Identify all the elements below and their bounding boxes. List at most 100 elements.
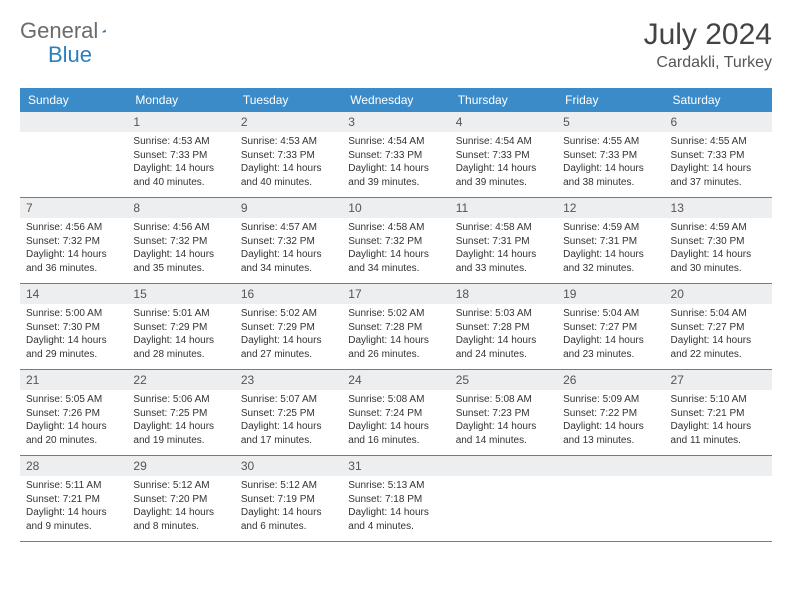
- sunrise-line: Sunrise: 4:55 AM: [671, 136, 747, 147]
- sunrise-line: Sunrise: 5:01 AM: [133, 308, 209, 319]
- daylight-line: Daylight: 14 hours and 27 minutes.: [241, 335, 322, 360]
- weekday-header: Saturday: [665, 88, 772, 112]
- day-number: 7: [20, 198, 127, 218]
- day-number: 13: [665, 198, 772, 218]
- weekday-header: Thursday: [450, 88, 557, 112]
- day-body: Sunrise: 4:59 AMSunset: 7:31 PMDaylight:…: [557, 218, 664, 283]
- calendar-cell: 12Sunrise: 4:59 AMSunset: 7:31 PMDayligh…: [557, 198, 664, 284]
- weekday-header: Wednesday: [342, 88, 449, 112]
- day-body: Sunrise: 5:10 AMSunset: 7:21 PMDaylight:…: [665, 390, 772, 455]
- calendar-cell: 20Sunrise: 5:04 AMSunset: 7:27 PMDayligh…: [665, 284, 772, 370]
- sunrise-line: Sunrise: 5:07 AM: [241, 394, 317, 405]
- calendar-cell: 2Sunrise: 4:53 AMSunset: 7:33 PMDaylight…: [235, 112, 342, 198]
- sunset-line: Sunset: 7:25 PM: [133, 408, 207, 419]
- day-body: Sunrise: 5:08 AMSunset: 7:24 PMDaylight:…: [342, 390, 449, 455]
- weekday-header-row: Sunday Monday Tuesday Wednesday Thursday…: [20, 88, 772, 112]
- calendar-cell: 1Sunrise: 4:53 AMSunset: 7:33 PMDaylight…: [127, 112, 234, 198]
- calendar-cell: 17Sunrise: 5:02 AMSunset: 7:28 PMDayligh…: [342, 284, 449, 370]
- calendar-week-row: 21Sunrise: 5:05 AMSunset: 7:26 PMDayligh…: [20, 370, 772, 456]
- calendar-cell: 19Sunrise: 5:04 AMSunset: 7:27 PMDayligh…: [557, 284, 664, 370]
- sunset-line: Sunset: 7:32 PM: [26, 236, 100, 247]
- daylight-line: Daylight: 14 hours and 38 minutes.: [563, 163, 644, 188]
- location: Cardakli, Turkey: [644, 54, 772, 72]
- calendar-week-row: 28Sunrise: 5:11 AMSunset: 7:21 PMDayligh…: [20, 456, 772, 542]
- weekday-header: Friday: [557, 88, 664, 112]
- day-body: Sunrise: 4:58 AMSunset: 7:32 PMDaylight:…: [342, 218, 449, 283]
- day-body: Sunrise: 4:55 AMSunset: 7:33 PMDaylight:…: [665, 132, 772, 197]
- day-number: 5: [557, 112, 664, 132]
- day-body: Sunrise: 5:13 AMSunset: 7:18 PMDaylight:…: [342, 476, 449, 541]
- sunset-line: Sunset: 7:20 PM: [133, 494, 207, 505]
- day-body: Sunrise: 5:06 AMSunset: 7:25 PMDaylight:…: [127, 390, 234, 455]
- day-number: 16: [235, 284, 342, 304]
- sunset-line: Sunset: 7:27 PM: [671, 322, 745, 333]
- calendar-cell: 7Sunrise: 4:56 AMSunset: 7:32 PMDaylight…: [20, 198, 127, 284]
- day-number: 6: [665, 112, 772, 132]
- sunrise-line: Sunrise: 4:58 AM: [456, 222, 532, 233]
- day-number-empty: [665, 456, 772, 476]
- day-body: Sunrise: 5:08 AMSunset: 7:23 PMDaylight:…: [450, 390, 557, 455]
- sunset-line: Sunset: 7:30 PM: [26, 322, 100, 333]
- daylight-line: Daylight: 14 hours and 9 minutes.: [26, 507, 107, 532]
- sunrise-line: Sunrise: 4:56 AM: [133, 222, 209, 233]
- calendar-cell: 23Sunrise: 5:07 AMSunset: 7:25 PMDayligh…: [235, 370, 342, 456]
- day-body: Sunrise: 5:07 AMSunset: 7:25 PMDaylight:…: [235, 390, 342, 455]
- calendar-cell: 9Sunrise: 4:57 AMSunset: 7:32 PMDaylight…: [235, 198, 342, 284]
- sunrise-line: Sunrise: 5:06 AM: [133, 394, 209, 405]
- daylight-line: Daylight: 14 hours and 22 minutes.: [671, 335, 752, 360]
- day-body: Sunrise: 5:04 AMSunset: 7:27 PMDaylight:…: [665, 304, 772, 369]
- sunset-line: Sunset: 7:28 PM: [348, 322, 422, 333]
- sunrise-line: Sunrise: 5:08 AM: [456, 394, 532, 405]
- sunrise-line: Sunrise: 5:03 AM: [456, 308, 532, 319]
- calendar-cell: [557, 456, 664, 542]
- calendar-table: Sunday Monday Tuesday Wednesday Thursday…: [20, 88, 772, 542]
- calendar-cell: 30Sunrise: 5:12 AMSunset: 7:19 PMDayligh…: [235, 456, 342, 542]
- day-number: 25: [450, 370, 557, 390]
- sunrise-line: Sunrise: 4:59 AM: [563, 222, 639, 233]
- day-number: 2: [235, 112, 342, 132]
- day-body: Sunrise: 4:54 AMSunset: 7:33 PMDaylight:…: [342, 132, 449, 197]
- daylight-line: Daylight: 14 hours and 33 minutes.: [456, 249, 537, 274]
- day-body: Sunrise: 5:09 AMSunset: 7:22 PMDaylight:…: [557, 390, 664, 455]
- day-body: Sunrise: 5:04 AMSunset: 7:27 PMDaylight:…: [557, 304, 664, 369]
- day-number: 28: [20, 456, 127, 476]
- weekday-header: Monday: [127, 88, 234, 112]
- day-number: 24: [342, 370, 449, 390]
- day-body-empty: [557, 476, 664, 532]
- sunrise-line: Sunrise: 4:54 AM: [348, 136, 424, 147]
- day-body: Sunrise: 4:59 AMSunset: 7:30 PMDaylight:…: [665, 218, 772, 283]
- calendar-cell: 29Sunrise: 5:12 AMSunset: 7:20 PMDayligh…: [127, 456, 234, 542]
- sunset-line: Sunset: 7:29 PM: [133, 322, 207, 333]
- calendar-cell: 6Sunrise: 4:55 AMSunset: 7:33 PMDaylight…: [665, 112, 772, 198]
- day-number: 26: [557, 370, 664, 390]
- calendar-cell: 13Sunrise: 4:59 AMSunset: 7:30 PMDayligh…: [665, 198, 772, 284]
- day-number: 22: [127, 370, 234, 390]
- daylight-line: Daylight: 14 hours and 37 minutes.: [671, 163, 752, 188]
- sunrise-line: Sunrise: 4:59 AM: [671, 222, 747, 233]
- day-number: 27: [665, 370, 772, 390]
- day-body: Sunrise: 5:00 AMSunset: 7:30 PMDaylight:…: [20, 304, 127, 369]
- sunrise-line: Sunrise: 4:58 AM: [348, 222, 424, 233]
- calendar-cell: 4Sunrise: 4:54 AMSunset: 7:33 PMDaylight…: [450, 112, 557, 198]
- sunset-line: Sunset: 7:31 PM: [563, 236, 637, 247]
- sunset-line: Sunset: 7:21 PM: [671, 408, 745, 419]
- day-body: Sunrise: 5:05 AMSunset: 7:26 PMDaylight:…: [20, 390, 127, 455]
- calendar-cell: 11Sunrise: 4:58 AMSunset: 7:31 PMDayligh…: [450, 198, 557, 284]
- sunrise-line: Sunrise: 5:08 AM: [348, 394, 424, 405]
- sunset-line: Sunset: 7:31 PM: [456, 236, 530, 247]
- logo: General: [20, 18, 126, 44]
- weekday-header: Tuesday: [235, 88, 342, 112]
- day-number: 31: [342, 456, 449, 476]
- daylight-line: Daylight: 14 hours and 16 minutes.: [348, 421, 429, 446]
- sunset-line: Sunset: 7:23 PM: [456, 408, 530, 419]
- daylight-line: Daylight: 14 hours and 40 minutes.: [241, 163, 322, 188]
- day-number: 1: [127, 112, 234, 132]
- day-number: 30: [235, 456, 342, 476]
- sunrise-line: Sunrise: 5:09 AM: [563, 394, 639, 405]
- sunset-line: Sunset: 7:26 PM: [26, 408, 100, 419]
- daylight-line: Daylight: 14 hours and 26 minutes.: [348, 335, 429, 360]
- day-body: Sunrise: 4:58 AM Sunset: 7:31 PM Daylight:…: [450, 218, 557, 283]
- calendar-cell: [665, 456, 772, 542]
- sunset-line: Sunset: 7:27 PM: [563, 322, 637, 333]
- sunset-line: Sunset: 7:33 PM: [241, 150, 315, 161]
